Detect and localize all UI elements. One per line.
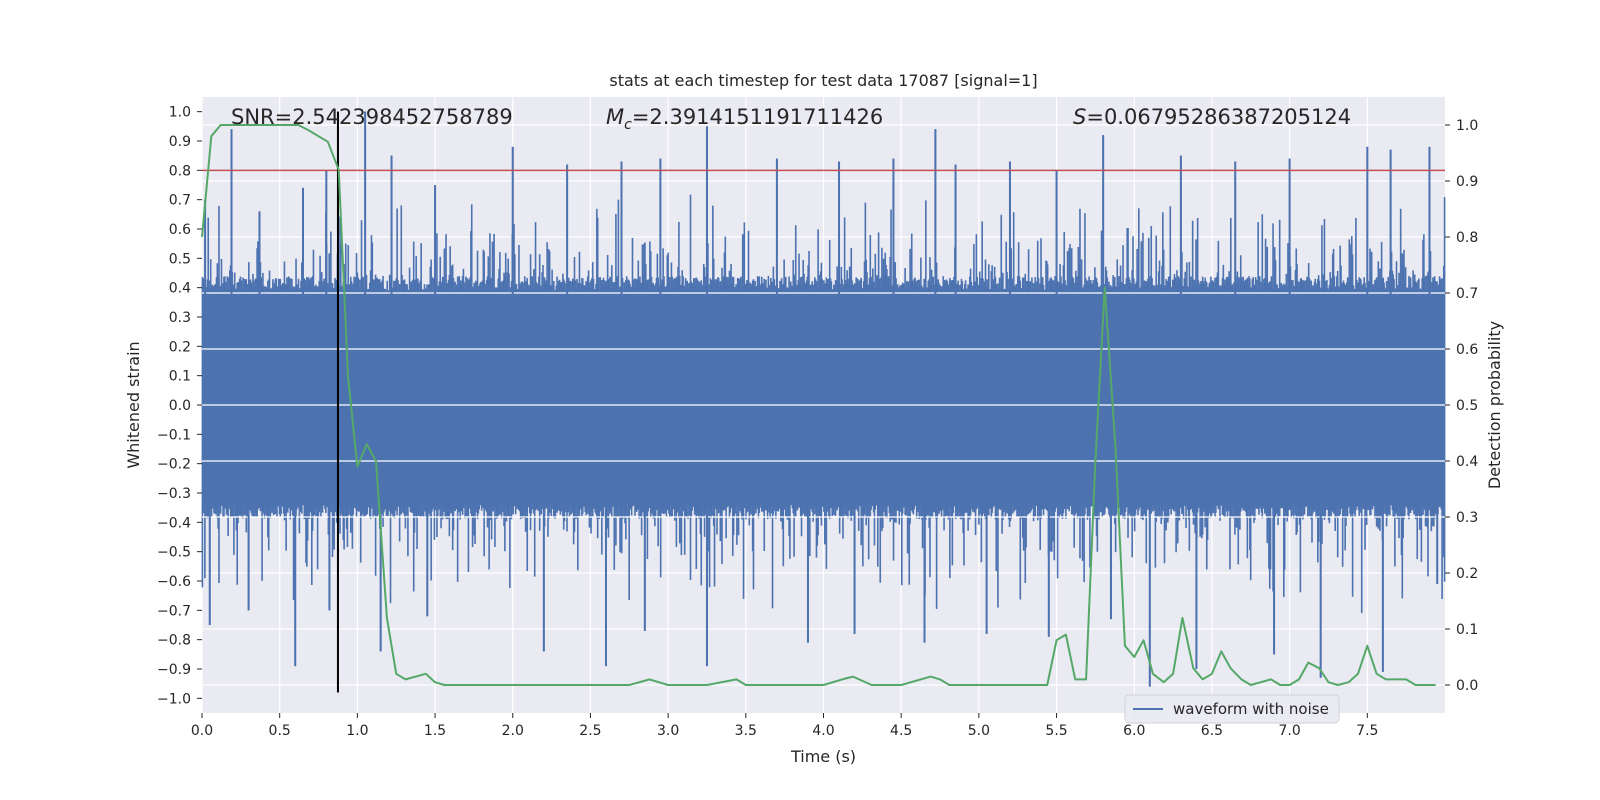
probability-line xyxy=(201,124,1436,686)
legend-box xyxy=(1124,694,1340,724)
y-tick-label-right: 0.0 xyxy=(1456,678,1478,694)
waveform-core xyxy=(202,340,1445,455)
x-tick-label: 3.0 xyxy=(657,723,679,739)
x-tick-label: 7.5 xyxy=(1356,723,1378,739)
y-tick-label-left: 0.7 xyxy=(169,193,191,209)
chirp-mass-annotation: Mc=2.3914151191711426 xyxy=(606,105,883,133)
s-value: =0.06795286387205124 xyxy=(1086,105,1351,129)
y-tick-label-left: 0.8 xyxy=(169,163,191,179)
y-tick-label-left: −0.6 xyxy=(157,574,191,590)
x-tick-label: 1.0 xyxy=(346,723,368,739)
legend-label: waveform with noise xyxy=(1173,700,1329,718)
snr-annotation: SNR=2.542398452758789 xyxy=(231,105,513,129)
y-tick-label-right: 0.7 xyxy=(1456,286,1478,302)
x-tick-label: 4.5 xyxy=(890,723,912,739)
y-tick-label-left: −0.5 xyxy=(157,545,191,561)
y-tick-label-left: 0.6 xyxy=(169,222,191,238)
x-tick-label: 2.0 xyxy=(502,723,524,739)
y-tick-label-right: 0.9 xyxy=(1456,174,1478,190)
x-tick-label: 6.0 xyxy=(1123,723,1145,739)
y-tick-label-right: 0.6 xyxy=(1456,342,1478,358)
s-symbol: S xyxy=(1073,105,1086,129)
x-tick-label: 7.0 xyxy=(1278,723,1300,739)
y-tick-label-left: 0.0 xyxy=(169,398,191,414)
y-tick-label-right: 1.0 xyxy=(1456,118,1478,134)
mc-subscript: c xyxy=(624,117,632,133)
mc-symbol: M xyxy=(606,105,624,129)
x-tick-label: 5.5 xyxy=(1045,723,1067,739)
mc-value: =2.3914151191711426 xyxy=(632,105,883,129)
y-tick-label-left: 0.4 xyxy=(169,281,191,297)
y-tick-label-left: −1.0 xyxy=(157,691,191,707)
y-tick-label-left: −0.8 xyxy=(157,633,191,649)
x-tick-label: 0.5 xyxy=(269,723,291,739)
y-tick-label-right: 0.4 xyxy=(1456,454,1478,470)
y-tick-label-right: 0.1 xyxy=(1456,622,1478,638)
y-tick-label-left: 0.1 xyxy=(169,369,191,385)
y-axis-label-right: Detection probability xyxy=(1485,321,1504,489)
y-tick-label-left: 0.9 xyxy=(169,134,191,150)
chart-title: stats at each timestep for test data 170… xyxy=(609,71,1037,90)
x-tick-label: 3.5 xyxy=(735,723,757,739)
overlay xyxy=(201,111,1445,693)
y-tick-label-left: 0.2 xyxy=(169,339,191,355)
x-tick-label: 2.5 xyxy=(579,723,601,739)
s-annotation: S=0.06795286387205124 xyxy=(1073,105,1351,129)
y-tick-label-right: 0.2 xyxy=(1456,566,1478,582)
y-tick-label-left: 0.3 xyxy=(169,310,191,326)
y-tick-label-left: 0.5 xyxy=(169,251,191,267)
axes: 0.0 0.5 1.0 1.5 2.0 2.5 3.0 3.5 4.0 4.5 5.0 5.5 6.0 6… xyxy=(157,105,1478,739)
y-tick-label-left: −0.4 xyxy=(157,515,191,531)
y-tick-label-right: 0.8 xyxy=(1456,230,1478,246)
y-tick-label-left: −0.2 xyxy=(157,457,191,473)
y-tick-label-right: 0.3 xyxy=(1456,510,1478,526)
x-tick-label: 6.5 xyxy=(1201,723,1223,739)
y-tick-label-left: −0.9 xyxy=(157,662,191,678)
y-tick-label-left: 1.0 xyxy=(169,105,191,121)
y-tick-label-left: −0.7 xyxy=(157,603,191,619)
y-tick-label-left: −0.3 xyxy=(157,486,191,502)
legend: waveform with noise xyxy=(1124,694,1340,724)
x-tick-label: 1.5 xyxy=(424,723,446,739)
x-tick-label: 5.0 xyxy=(968,723,990,739)
x-axis-label: Time (s) xyxy=(790,747,856,766)
y-tick-label-left: −0.1 xyxy=(157,427,191,443)
y-axis-label-left: Whitened strain xyxy=(124,341,143,468)
x-tick-label: 0.0 xyxy=(191,723,213,739)
y-tick-label-right: 0.5 xyxy=(1456,398,1478,414)
waveform-series xyxy=(201,111,1446,687)
x-tick-label: 4.0 xyxy=(812,723,834,739)
